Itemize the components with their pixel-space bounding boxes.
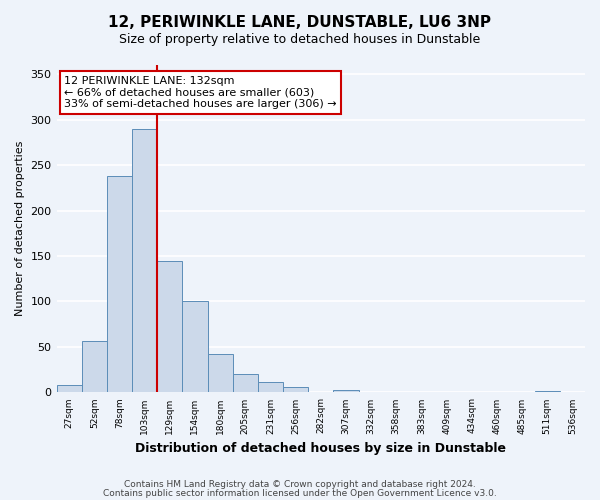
Bar bbox=[208, 354, 233, 393]
Bar bbox=[107, 176, 132, 392]
Text: Size of property relative to detached houses in Dunstable: Size of property relative to detached ho… bbox=[119, 32, 481, 46]
Bar bbox=[182, 300, 208, 392]
Text: Contains public sector information licensed under the Open Government Licence v3: Contains public sector information licen… bbox=[103, 488, 497, 498]
Bar bbox=[283, 387, 308, 392]
Y-axis label: Number of detached properties: Number of detached properties bbox=[15, 141, 25, 316]
Bar bbox=[82, 340, 107, 392]
X-axis label: Distribution of detached houses by size in Dunstable: Distribution of detached houses by size … bbox=[135, 442, 506, 455]
Text: 12 PERIWINKLE LANE: 132sqm
← 66% of detached houses are smaller (603)
33% of sem: 12 PERIWINKLE LANE: 132sqm ← 66% of deta… bbox=[64, 76, 337, 109]
Bar bbox=[258, 382, 283, 392]
Bar bbox=[334, 390, 359, 392]
Bar bbox=[233, 374, 258, 392]
Text: 12, PERIWINKLE LANE, DUNSTABLE, LU6 3NP: 12, PERIWINKLE LANE, DUNSTABLE, LU6 3NP bbox=[109, 15, 491, 30]
Bar bbox=[56, 385, 82, 392]
Bar bbox=[132, 128, 157, 392]
Bar bbox=[157, 260, 182, 392]
Text: Contains HM Land Registry data © Crown copyright and database right 2024.: Contains HM Land Registry data © Crown c… bbox=[124, 480, 476, 489]
Bar bbox=[535, 390, 560, 392]
